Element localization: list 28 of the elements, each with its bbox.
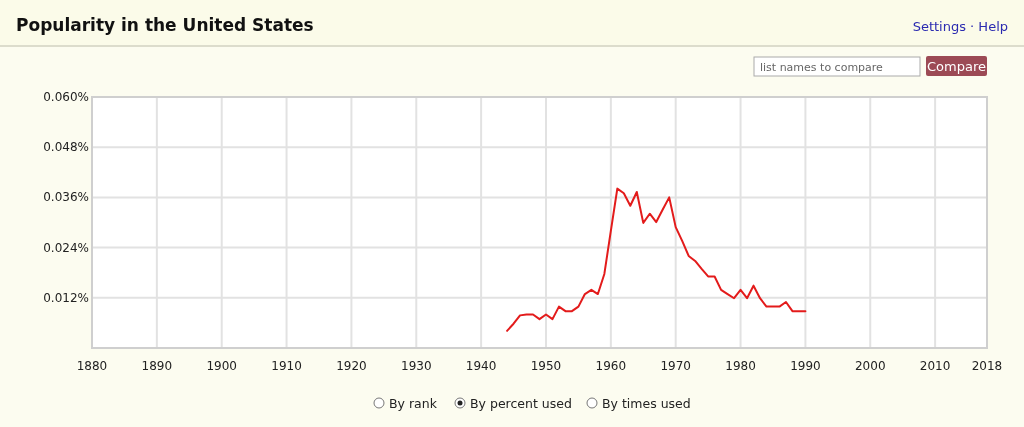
text: By times used <box>602 396 691 411</box>
y-tick-label: 0.012% <box>43 290 89 305</box>
x-tick-label: 2018 <box>971 359 1003 373</box>
x-tick-label: 1940 <box>465 359 497 373</box>
x-tick-label: 1910 <box>271 359 302 373</box>
y-tick-label: 0.060% <box>43 90 89 104</box>
x-tick-label: 1890 <box>141 359 173 373</box>
x-tick-label: 2010 <box>919 359 951 373</box>
x-tick-label: 1950 <box>530 359 562 373</box>
x-tick-label: 1930 <box>401 359 432 373</box>
x-tick-label: 1980 <box>725 359 756 373</box>
x-tick-label: 1900 <box>206 359 237 373</box>
text: By percent used <box>470 396 572 411</box>
x-tick-label: 2000 <box>854 359 886 373</box>
text: Settings · Help <box>912 19 1008 34</box>
chart-title: Popularity in the United States <box>16 15 314 35</box>
x-tick-label: 1990 <box>790 359 821 373</box>
x-tick-label: 1920 <box>336 359 367 373</box>
line-series <box>506 187 807 332</box>
x-tick-label: 1960 <box>595 359 627 373</box>
x-tick-label: 1970 <box>660 359 691 373</box>
y-tick-label: 0.048% <box>43 140 89 155</box>
x-tick-label: 1880 <box>76 359 108 373</box>
text: By rank <box>389 396 438 411</box>
y-tick-label: 0.036% <box>43 190 89 205</box>
text-field: list names to compare <box>753 56 921 77</box>
y-tick-label: 0.024% <box>43 240 89 255</box>
button: Compare <box>926 56 987 76</box>
